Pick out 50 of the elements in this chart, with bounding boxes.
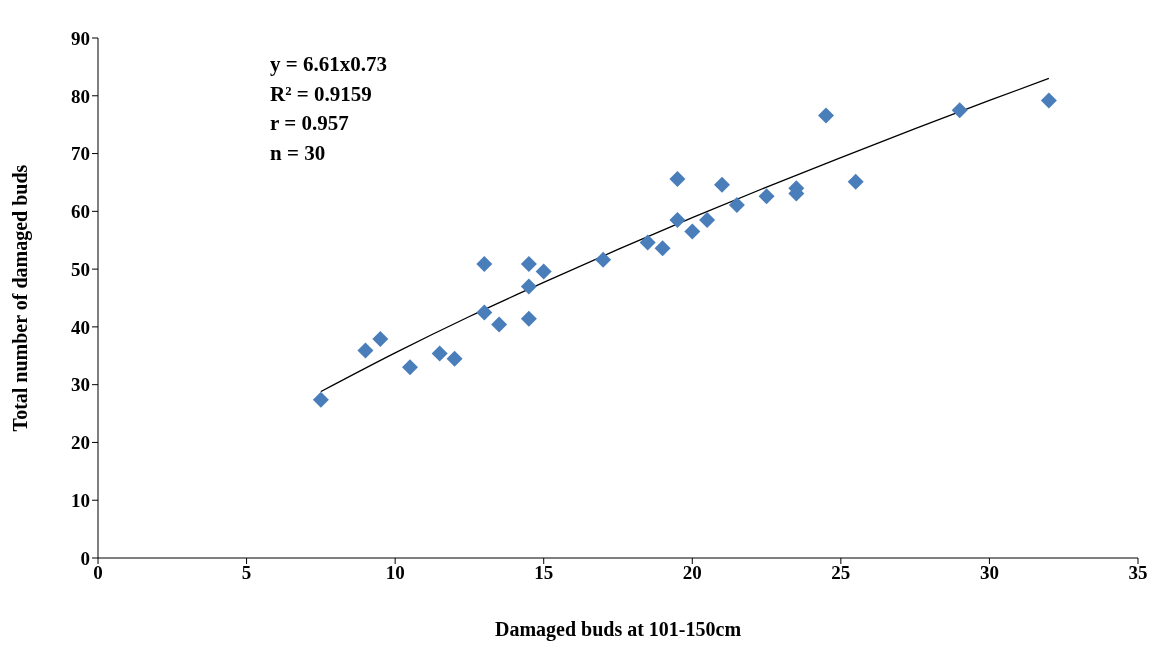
- point: [669, 212, 686, 228]
- point: [372, 331, 389, 348]
- x-tick-label: 10: [385, 562, 405, 584]
- point: [520, 255, 537, 272]
- x-tick-label: 30: [979, 562, 999, 584]
- point: [491, 316, 508, 333]
- annotation: R² = 0.9159: [270, 80, 373, 108]
- point: [758, 188, 775, 205]
- point: [476, 255, 493, 272]
- x-tick-label: 35: [1128, 562, 1148, 584]
- point: [818, 107, 834, 124]
- point: [639, 234, 656, 251]
- point: [312, 391, 329, 408]
- annotation: y = 6.61x0.73: [270, 51, 387, 78]
- annotation: r = 0.957: [270, 110, 350, 137]
- y-tick-label: 0: [80, 547, 90, 569]
- x-tick-label: 15: [534, 562, 554, 584]
- y-tick-label: 60: [71, 201, 90, 223]
- y-tick-label: 50: [71, 258, 90, 280]
- point: [595, 251, 612, 268]
- x-tick-label: 25: [831, 562, 851, 584]
- y-tick-label: 20: [71, 432, 90, 454]
- point: [699, 212, 716, 228]
- point: [446, 350, 463, 367]
- point: [520, 278, 537, 295]
- point: [402, 359, 418, 376]
- point: [476, 304, 493, 321]
- point: [847, 173, 864, 190]
- y-tick-label: 30: [71, 374, 90, 396]
- annotation: n = 30: [270, 139, 327, 167]
- point: [520, 310, 537, 327]
- point: [535, 263, 552, 280]
- point: [684, 223, 701, 240]
- y-tick-label: 40: [71, 316, 90, 338]
- y-axis-title: Total number of damaged buds: [9, 164, 33, 432]
- x-tick-label: 5: [241, 562, 252, 584]
- point: [714, 176, 730, 193]
- point: [431, 345, 448, 362]
- y-tick-label: 10: [71, 489, 90, 511]
- point: [669, 170, 686, 187]
- point: [728, 196, 745, 213]
- point: [654, 240, 671, 257]
- point: [1040, 92, 1057, 109]
- y-tick-label: 80: [71, 85, 90, 107]
- x-axis-title: Damaged buds at 101-150cm: [494, 618, 742, 641]
- point: [951, 102, 968, 119]
- point: [357, 342, 374, 359]
- y-tick-label: 70: [71, 143, 90, 165]
- y-tick-label: 90: [71, 27, 90, 49]
- x-tick-label: 20: [682, 562, 702, 584]
